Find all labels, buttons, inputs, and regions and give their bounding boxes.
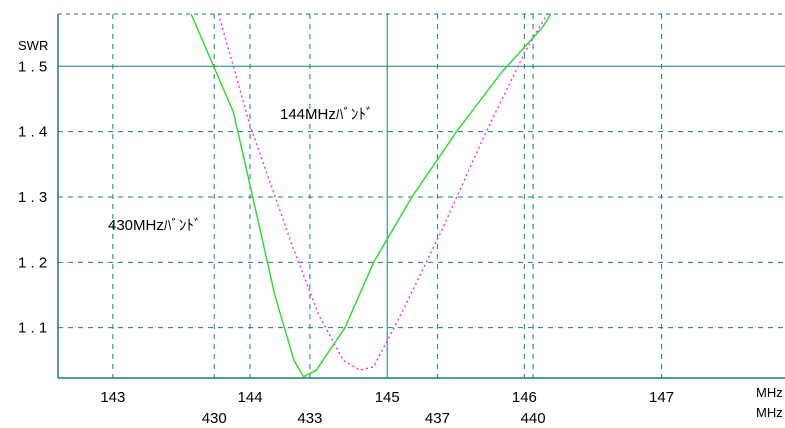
series-line-0: [217, 14, 549, 371]
axes: [57, 14, 785, 379]
x144-tick-label-146: 146: [512, 389, 537, 406]
x144-tick-label-147: 147: [649, 389, 674, 406]
x430-tick-label-440: 440: [521, 410, 546, 427]
annotation-144mhz-band: 144MHzﾊﾞﾝﾄﾞ: [280, 106, 373, 123]
x144-tick-label-144: 144: [238, 389, 263, 406]
y-tick-label-1.3: 1 . 3: [18, 189, 47, 206]
series-layer: [190, 14, 552, 378]
y-tick-label-1.1: 1 . 1: [18, 320, 47, 337]
x430-tick-label-433: 433: [297, 410, 322, 427]
x430-tick-label-437: 437: [425, 410, 450, 427]
x144-tick-label-145: 145: [375, 389, 400, 406]
grid: [58, 13, 785, 378]
x-axis-430-unit: MHz: [756, 405, 783, 420]
x-axis-144-unit: MHz: [756, 385, 783, 400]
y-tick-label-1.5: 1 . 5: [18, 58, 47, 75]
y-axis-label: SWR: [18, 38, 48, 53]
y-tick-label-1.4: 1 . 4: [18, 124, 47, 141]
x430-tick-label-430: 430: [202, 410, 227, 427]
annotation-430mhz-band: 430MHzﾊﾞﾝﾄﾞ: [108, 217, 201, 234]
series-line-1: [190, 14, 552, 378]
labels-layer: SWR MHz MHz 144MHzﾊﾞﾝﾄﾞ 430MHzﾊﾞﾝﾄﾞ 1 . …: [18, 38, 783, 427]
x144-tick-label-143: 143: [100, 389, 125, 406]
y-tick-label-1.2: 1 . 2: [18, 254, 47, 271]
